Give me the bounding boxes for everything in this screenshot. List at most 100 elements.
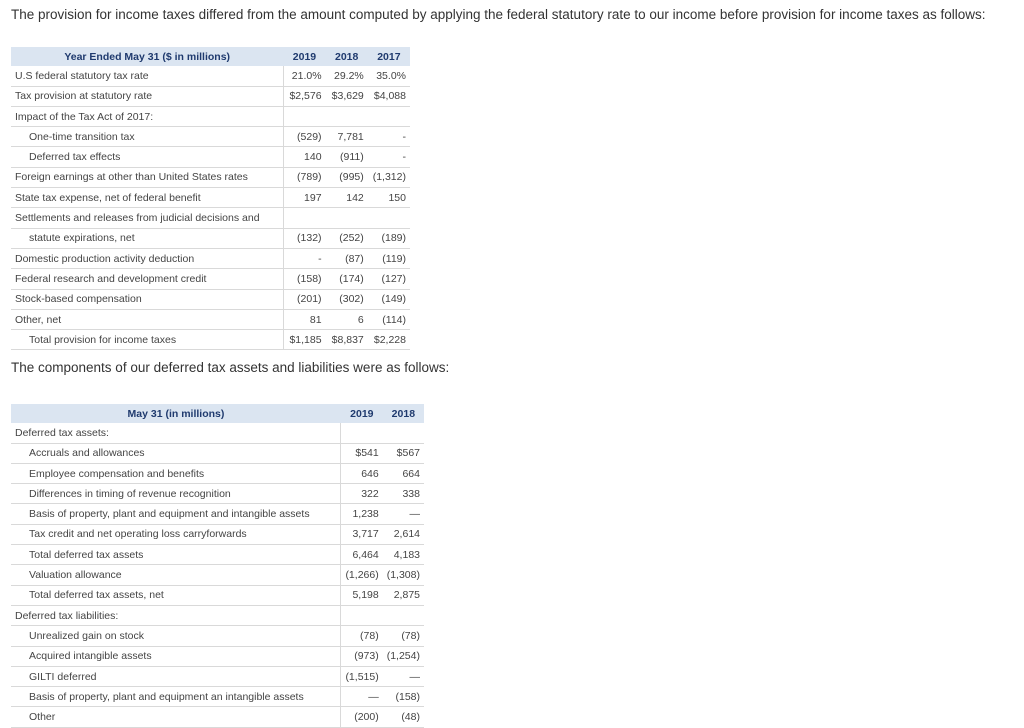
cell-2019: $541 xyxy=(340,443,383,464)
row-label: Differences in timing of revenue recogni… xyxy=(11,483,342,505)
cell-2019: 3,717 xyxy=(340,524,383,546)
row-label: Tax provision at statutory rate xyxy=(11,86,284,107)
cell-2019: — xyxy=(340,686,383,708)
row-label: statute expirations, net xyxy=(11,228,284,249)
cell-2017: (127) xyxy=(367,268,410,290)
row-label: Other, net xyxy=(11,309,284,331)
table-row: Differences in timing of revenue recogni… xyxy=(11,483,424,505)
cell-2017: (119) xyxy=(367,248,410,270)
cell-2018: $3,629 xyxy=(325,86,368,107)
deferred-tax-table: May 31 (in millions) 2019 2018 Deferred … xyxy=(11,404,424,728)
table-row: Basis of property, plant and equipment a… xyxy=(11,686,424,708)
table-row: Domestic production activity deduction -(… xyxy=(11,248,410,270)
cell-2017: - xyxy=(367,126,410,148)
row-label: Impact of the Tax Act of 2017: xyxy=(11,106,284,128)
table1-year-2017: 2017 xyxy=(367,47,410,67)
cell-2017: (1,312) xyxy=(367,167,410,189)
cell-2019: (132) xyxy=(283,228,326,249)
cell-2017 xyxy=(367,106,410,128)
components-paragraph: The components of our deferred tax asset… xyxy=(11,360,450,375)
cell-2018: (78) xyxy=(382,625,424,647)
table-row: Foreign earnings at other than United St… xyxy=(11,167,410,189)
cell-2018: (995) xyxy=(325,167,368,189)
table-row: Unrealized gain on stock (78) (78) xyxy=(11,625,424,647)
cell-2018: (158) xyxy=(382,686,424,708)
cell-2017 xyxy=(367,207,410,229)
cell-2018: $567 xyxy=(382,443,424,464)
cell-2018: 4,183 xyxy=(382,544,424,566)
cell-2019 xyxy=(283,106,326,128)
cell-2019: 197 xyxy=(283,187,326,209)
table1-year-2019: 2019 xyxy=(283,47,326,67)
table-row: Settlements and releases from judicial d… xyxy=(11,207,410,229)
row-label: U.S federal statutory tax rate xyxy=(11,66,284,87)
table1-year-2018: 2018 xyxy=(325,47,368,67)
cell-2017: 35.0% xyxy=(367,66,410,87)
row-label: Deferred tax assets: xyxy=(11,423,342,444)
table2-year-2018: 2018 xyxy=(382,404,424,424)
cell-2018: (174) xyxy=(325,268,368,290)
row-label: Total provision for income taxes xyxy=(11,329,284,351)
cell-2018: (1,308) xyxy=(382,564,424,586)
table-row: Accruals and allowances $541 $567 xyxy=(11,443,424,464)
row-label: Valuation allowance xyxy=(11,564,342,586)
cell-2017: 150 xyxy=(367,187,410,209)
cell-2018: 142 xyxy=(325,187,368,209)
cell-2018: (911) xyxy=(325,146,368,168)
cell-2017: $4,088 xyxy=(367,86,410,107)
intro-paragraph: The provision for income taxes differed … xyxy=(11,7,986,22)
cell-2019: 140 xyxy=(283,146,326,168)
table-row: Other, net 81 6 (114) xyxy=(11,309,410,331)
cell-2017: $2,228 xyxy=(367,329,410,351)
cell-2019 xyxy=(283,207,326,229)
row-label: State tax expense, net of federal benefi… xyxy=(11,187,284,209)
table-row: Deferred tax assets: xyxy=(11,423,424,444)
row-label: Deferred tax liabilities: xyxy=(11,605,342,627)
table-row: Basis of property, plant and equipment a… xyxy=(11,503,424,525)
table-row: U.S federal statutory tax rate 21.0% 29.2%… xyxy=(11,66,410,87)
table-row: Employee compensation and benefits 646 664 xyxy=(11,463,424,485)
cell-2018: (87) xyxy=(325,248,368,270)
cell-2019: 6,464 xyxy=(340,544,383,566)
cell-2019: (201) xyxy=(283,289,326,310)
row-label: Employee compensation and benefits xyxy=(11,463,342,485)
row-label: Total deferred tax assets, net xyxy=(11,585,342,606)
cell-2019: (1,266) xyxy=(340,564,383,586)
cell-2018: 6 xyxy=(325,309,368,331)
row-label: Stock-based compensation xyxy=(11,289,284,310)
cell-2018: (252) xyxy=(325,228,368,249)
cell-2017: (189) xyxy=(367,228,410,249)
table-row: Tax provision at statutory rate $2,576 $3,… xyxy=(11,86,410,107)
cell-2019: (158) xyxy=(283,268,326,290)
table-row: Tax credit and net operating loss carryf… xyxy=(11,524,424,546)
table2-year-2019: 2019 xyxy=(340,404,383,424)
cell-2019: 322 xyxy=(340,483,383,505)
table-row: Valuation allowance (1,266) (1,308) xyxy=(11,564,424,586)
cell-2017: - xyxy=(367,146,410,168)
cell-2019: (529) xyxy=(283,126,326,148)
cell-2019: 1,238 xyxy=(340,503,383,525)
income-tax-reconciliation-table: Year Ended May 31 ($ in millions) 2019 2… xyxy=(11,47,410,351)
table-row: Acquired intangible assets (973) (1,254) xyxy=(11,646,424,667)
cell-2018: 2,614 xyxy=(382,524,424,546)
cell-2018 xyxy=(325,207,368,229)
cell-2019 xyxy=(340,605,383,627)
row-label: Total deferred tax assets xyxy=(11,544,342,566)
cell-2017: (114) xyxy=(367,309,410,331)
row-label: Accruals and allowances xyxy=(11,443,342,464)
cell-2018: — xyxy=(382,666,424,688)
cell-2018: 29.2% xyxy=(325,66,368,87)
cell-2019: (1,515) xyxy=(340,666,383,688)
table-row: State tax expense, net of federal benefi… xyxy=(11,187,410,209)
table1-header-label: Year Ended May 31 ($ in millions) xyxy=(11,47,284,67)
cell-2019: - xyxy=(283,248,326,270)
cell-2018: — xyxy=(382,503,424,525)
row-label: Basis of property, plant and equipment a… xyxy=(11,686,342,708)
cell-2018 xyxy=(382,605,424,627)
table-row: Total deferred tax assets, net 5,198 2,875 xyxy=(11,585,424,606)
row-label: Domestic production activity deduction xyxy=(11,248,284,270)
cell-2019 xyxy=(340,423,383,444)
cell-2019: (78) xyxy=(340,625,383,647)
cell-2019: $2,576 xyxy=(283,86,326,107)
table-row: Total provision for income taxes $1,185 $8… xyxy=(11,329,410,351)
